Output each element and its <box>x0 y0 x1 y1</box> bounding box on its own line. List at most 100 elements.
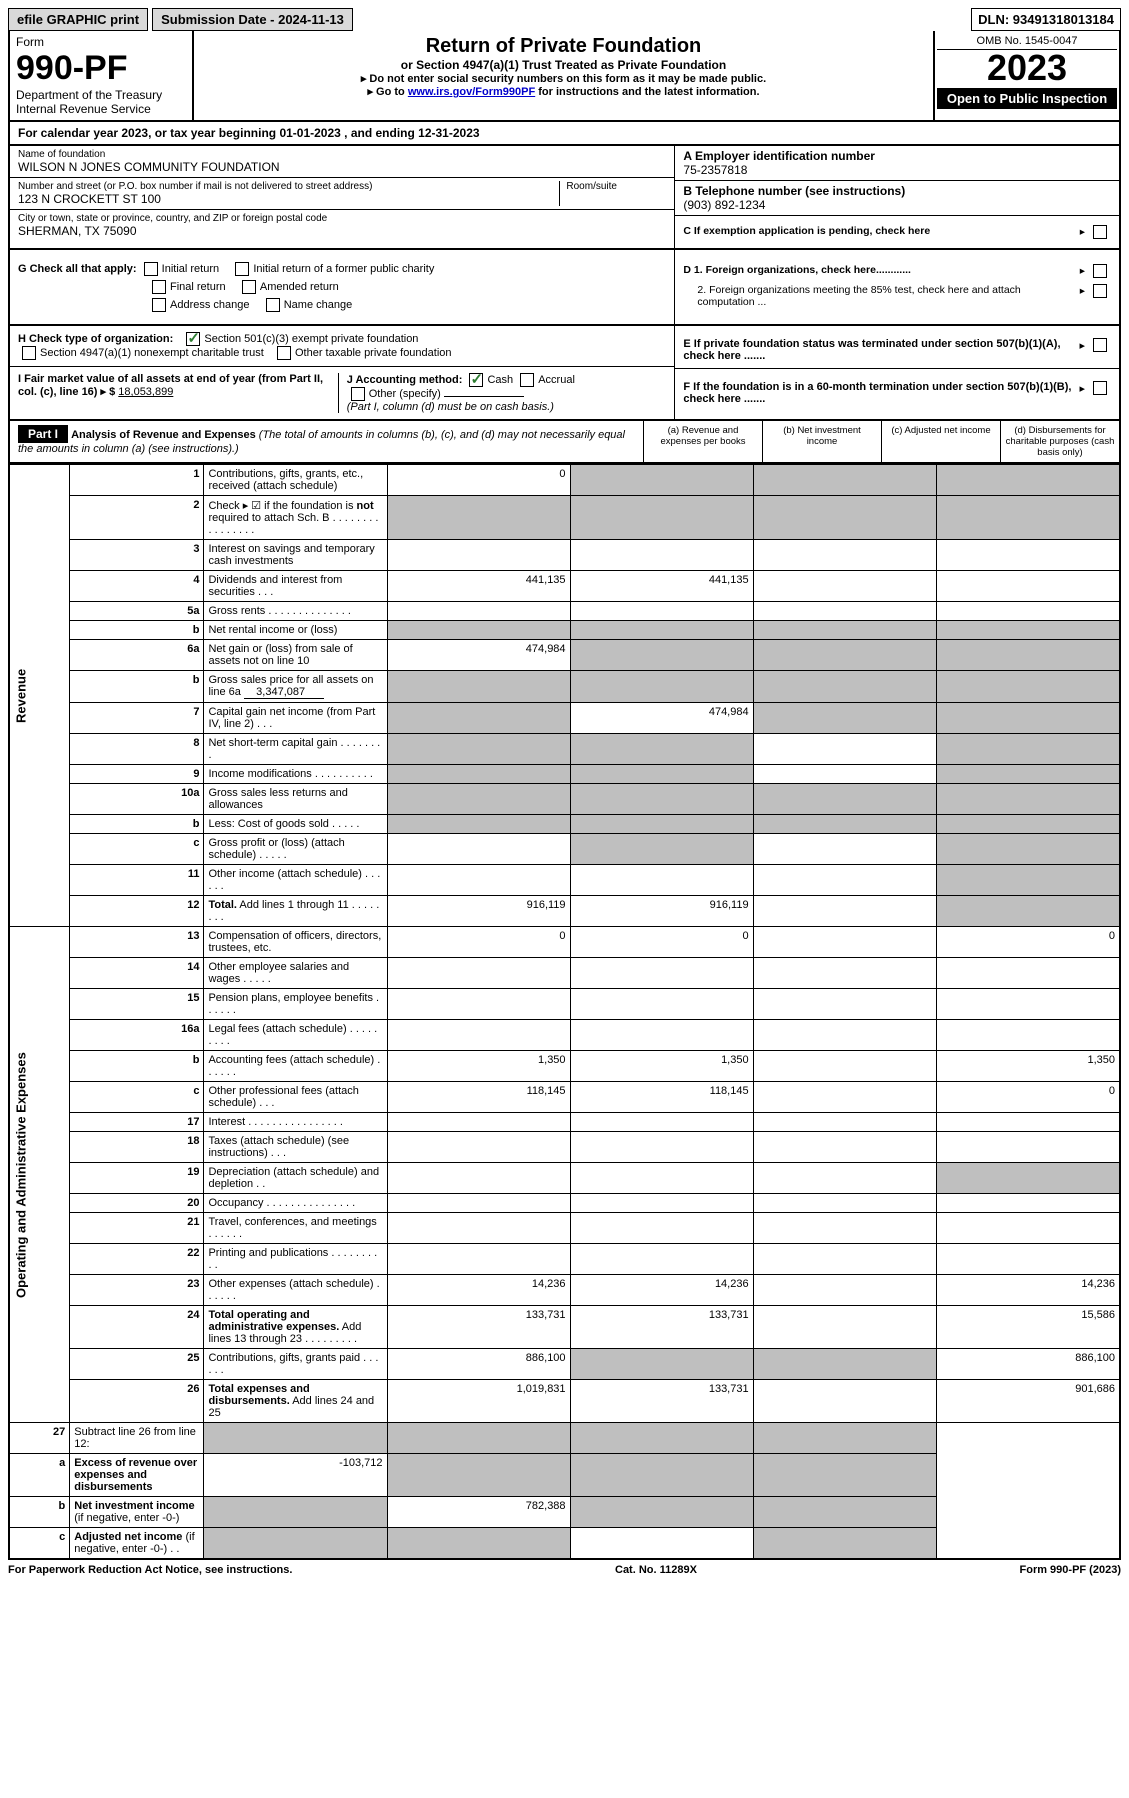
value-cell: -103,712 <box>204 1454 387 1497</box>
j-accrual[interactable] <box>520 373 534 387</box>
value-cell <box>936 1163 1120 1194</box>
instr-pre: ▸ Go to <box>367 86 407 98</box>
g-name-change[interactable] <box>266 298 280 312</box>
header-left: Form 990-PF Department of the Treasury I… <box>10 31 194 120</box>
col-b-header: (b) Net investment income <box>762 421 881 462</box>
efile-print-button[interactable]: efile GRAPHIC print <box>8 8 148 31</box>
value-cell: 14,236 <box>570 1275 753 1306</box>
row-label: Contributions, gifts, grants, etc., rece… <box>204 465 387 496</box>
phone-value: (903) 892-1234 <box>683 198 1111 212</box>
h-other-taxable[interactable] <box>277 346 291 360</box>
c-checkbox[interactable] <box>1093 225 1107 239</box>
addr-label: Number and street (or P.O. box number if… <box>18 181 559 192</box>
j-other[interactable] <box>351 387 365 401</box>
value-cell <box>387 1163 570 1194</box>
value-cell <box>936 465 1120 496</box>
footer-mid: Cat. No. 11289X <box>615 1564 697 1576</box>
table-row: 4Dividends and interest from securities … <box>9 571 1120 602</box>
value-cell <box>936 989 1120 1020</box>
value-cell <box>387 1454 570 1497</box>
value-cell <box>936 621 1120 640</box>
form-link[interactable]: www.irs.gov/Form990PF <box>408 86 535 98</box>
row-number: 4 <box>70 571 204 602</box>
g-opt-0: Initial return <box>162 263 219 275</box>
g-final-return[interactable] <box>152 280 166 294</box>
row-number: a <box>9 1454 70 1497</box>
value-cell <box>387 834 570 865</box>
g-amended[interactable] <box>242 280 256 294</box>
value-cell: 133,731 <box>387 1306 570 1349</box>
value-cell <box>753 1020 936 1051</box>
value-cell <box>753 896 936 927</box>
d1-checkbox[interactable] <box>1093 264 1107 278</box>
value-cell <box>753 989 936 1020</box>
irs-label: Internal Revenue Service <box>16 102 186 116</box>
col-a-header: (a) Revenue and expenses per books <box>643 421 762 462</box>
value-cell <box>387 815 570 834</box>
value-cell <box>753 621 936 640</box>
calendar-year-line: For calendar year 2023, or tax year begi… <box>8 122 1121 146</box>
row-number: 22 <box>70 1244 204 1275</box>
d2-checkbox[interactable] <box>1093 284 1107 298</box>
value-cell <box>204 1423 387 1454</box>
value-cell: 133,731 <box>570 1306 753 1349</box>
table-row: bLess: Cost of goods sold . . . . . <box>9 815 1120 834</box>
g-address-change[interactable] <box>152 298 166 312</box>
ein-label: A Employer identification number <box>683 149 1111 163</box>
row-number: 12 <box>70 896 204 927</box>
row-label: Printing and publications . . . . . . . … <box>204 1244 387 1275</box>
row-label: Net gain or (loss) from sale of assets n… <box>204 640 387 671</box>
value-cell: 474,984 <box>570 703 753 734</box>
value-cell <box>753 1213 936 1244</box>
h-501c3[interactable] <box>186 332 200 346</box>
submission-date-button[interactable]: Submission Date - 2024-11-13 <box>152 8 353 31</box>
g-initial-former[interactable] <box>235 262 249 276</box>
e-label: E If private foundation status was termi… <box>683 338 1073 362</box>
value-cell <box>570 1528 753 1560</box>
value-cell <box>753 1528 936 1560</box>
row-number: 7 <box>70 703 204 734</box>
room-label: Room/suite <box>566 181 666 192</box>
value-cell <box>936 602 1120 621</box>
j-note: (Part I, column (d) must be on cash basi… <box>347 401 554 413</box>
f-checkbox[interactable] <box>1093 381 1107 395</box>
value-cell: 0 <box>936 1082 1120 1113</box>
value-cell <box>753 703 936 734</box>
table-row: 15Pension plans, employee benefits . . .… <box>9 989 1120 1020</box>
g-label: G Check all that apply: <box>18 263 137 275</box>
row-label: Interest . . . . . . . . . . . . . . . . <box>204 1113 387 1132</box>
h-label: H Check type of organization: <box>18 333 173 345</box>
row-number: 14 <box>70 958 204 989</box>
value-cell <box>936 765 1120 784</box>
row-number: 6a <box>70 640 204 671</box>
value-cell <box>387 621 570 640</box>
value-cell <box>936 734 1120 765</box>
h-4947[interactable] <box>22 346 36 360</box>
form-subtitle: or Section 4947(a)(1) Trust Treated as P… <box>202 58 925 72</box>
g-initial-return[interactable] <box>144 262 158 276</box>
row-number: 15 <box>70 989 204 1020</box>
value-cell <box>387 865 570 896</box>
row-label: Less: Cost of goods sold . . . . . <box>204 815 387 834</box>
value-cell <box>570 1454 753 1497</box>
row-number: c <box>70 1082 204 1113</box>
value-cell <box>753 865 936 896</box>
form-label: Form <box>16 35 186 49</box>
row-number: c <box>70 834 204 865</box>
value-cell <box>936 703 1120 734</box>
e-checkbox[interactable] <box>1093 338 1107 352</box>
value-cell: 916,119 <box>570 896 753 927</box>
address: 123 N CROCKETT ST 100 <box>18 192 559 206</box>
value-cell <box>387 1528 570 1560</box>
value-cell <box>936 1194 1120 1213</box>
j-cash[interactable] <box>469 373 483 387</box>
row-number: 9 <box>70 765 204 784</box>
value-cell <box>204 1528 387 1560</box>
row-number: 19 <box>70 1163 204 1194</box>
value-cell <box>570 834 753 865</box>
value-cell <box>936 815 1120 834</box>
value-cell <box>936 1113 1120 1132</box>
value-cell <box>936 1244 1120 1275</box>
table-row: 17Interest . . . . . . . . . . . . . . .… <box>9 1113 1120 1132</box>
value-cell <box>936 865 1120 896</box>
